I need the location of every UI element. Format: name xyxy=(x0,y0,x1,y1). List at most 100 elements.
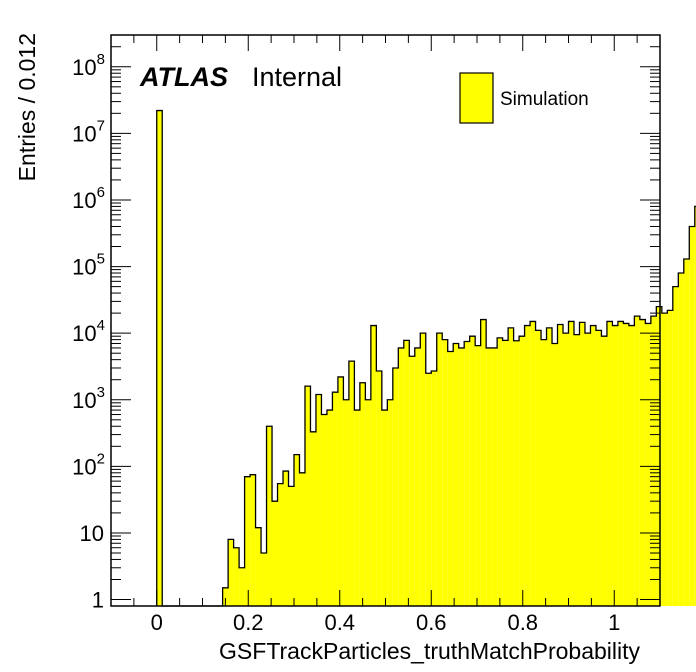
histogram-bin xyxy=(524,325,531,606)
histogram-bin xyxy=(535,330,542,606)
histogram-bin xyxy=(398,347,404,606)
histogram-bin xyxy=(315,394,322,606)
x-tick-label: 0.8 xyxy=(507,610,538,635)
histogram-bin xyxy=(672,286,679,606)
histogram-bin xyxy=(683,258,690,606)
histogram-bin xyxy=(354,410,360,606)
histogram-bin xyxy=(228,539,234,606)
atlas-label: ATLAS xyxy=(139,62,228,92)
histogram-bin xyxy=(486,347,492,606)
histogram-bin xyxy=(447,351,454,606)
histogram-bin xyxy=(584,333,591,606)
histogram-outline xyxy=(156,109,696,607)
histogram-bars xyxy=(156,109,696,607)
y-axis-ticks xyxy=(111,34,660,601)
legend-swatch xyxy=(459,72,494,124)
histogram-bin xyxy=(678,273,684,606)
histogram-bin xyxy=(376,371,382,606)
histogram-bin xyxy=(436,333,443,606)
status-label: Internal xyxy=(252,62,342,92)
histogram-bin xyxy=(244,476,251,606)
x-tick-label: 0.6 xyxy=(416,610,447,635)
histogram-bin xyxy=(595,330,602,606)
histogram-bin xyxy=(239,567,245,606)
histogram-bin xyxy=(365,399,371,606)
x-tick-label: 0.4 xyxy=(324,610,355,635)
histogram-bin xyxy=(442,339,448,606)
histogram-bin xyxy=(513,340,520,606)
histogram-bin xyxy=(656,306,662,606)
y-tick-label: 107 xyxy=(72,117,105,146)
histogram-bin xyxy=(617,321,624,606)
histogram-bin xyxy=(480,319,487,606)
histogram-bin xyxy=(458,347,465,606)
histogram-bin xyxy=(469,336,476,606)
histogram-bin xyxy=(343,399,349,606)
histogram-bin xyxy=(667,310,673,606)
histogram-bin xyxy=(403,340,410,606)
histogram-bin xyxy=(557,324,564,606)
histogram-bin xyxy=(689,226,695,606)
histogram-bin xyxy=(568,321,574,606)
histogram-bin xyxy=(552,343,558,606)
histogram-bin xyxy=(519,336,525,606)
histogram-bin xyxy=(392,367,399,606)
histogram-bin xyxy=(299,472,305,606)
histogram-bin xyxy=(491,347,498,606)
histogram-bin xyxy=(453,343,459,606)
histogram-bin xyxy=(359,382,366,606)
x-axis-title: GSFTrackParticles_truthMatchProbability xyxy=(219,638,640,664)
histogram-bin xyxy=(612,325,618,606)
histogram-bin xyxy=(530,321,536,606)
x-tick-label: 0.2 xyxy=(233,610,264,635)
histogram-bin xyxy=(694,206,696,606)
histogram-bin xyxy=(294,454,300,606)
histogram-bin xyxy=(288,486,294,606)
histogram-bin xyxy=(222,587,229,606)
histogram-bin xyxy=(623,323,629,606)
histogram-bin xyxy=(546,327,553,606)
y-tick-label: 10 xyxy=(80,521,104,546)
histogram-bin xyxy=(464,341,470,606)
histogram-bin xyxy=(475,345,481,606)
histogram-bin xyxy=(634,316,640,606)
y-axis-title: Entries / 0.012 xyxy=(14,33,40,181)
y-tick-label: 103 xyxy=(72,384,105,413)
y-tick-label: 108 xyxy=(72,51,105,80)
x-tick-label: 0 xyxy=(151,610,163,635)
histogram-bin xyxy=(277,483,284,606)
histogram-bin xyxy=(310,431,316,606)
x-tick-label: 1 xyxy=(608,610,620,635)
histogram-bin xyxy=(266,426,273,606)
histogram-bin xyxy=(645,323,651,606)
histogram-bin xyxy=(628,325,635,606)
histogram-bin xyxy=(414,347,421,606)
histogram-bin xyxy=(601,336,607,606)
histogram-bin xyxy=(304,386,311,606)
y-tick-label: 102 xyxy=(72,450,105,479)
y-tick-label: 105 xyxy=(72,251,105,280)
histogram-bin xyxy=(332,392,338,606)
histogram-bin xyxy=(639,319,646,606)
y-tick-label: 1 xyxy=(92,588,104,613)
histogram-bin xyxy=(348,361,355,606)
histogram-bin xyxy=(233,547,240,606)
x-axis-tick-labels: 0 0.2 0.4 0.6 0.8 1 xyxy=(151,610,621,635)
histogram-bin xyxy=(381,410,388,606)
histogram-bin xyxy=(497,337,503,606)
histogram-bin xyxy=(606,321,613,606)
histogram-bin xyxy=(541,339,547,606)
histogram-bin xyxy=(272,501,278,606)
histogram-bin xyxy=(508,327,514,606)
histogram-bin xyxy=(337,376,344,606)
histogram-bin xyxy=(261,552,267,606)
histogram-bin xyxy=(156,110,163,606)
legend-entry-label: Simulation xyxy=(500,89,589,110)
histogram-bin xyxy=(590,325,596,606)
histogram-bin xyxy=(431,371,437,606)
histogram-bin xyxy=(387,399,393,606)
histogram-bin xyxy=(326,410,333,606)
y-tick-label: 104 xyxy=(72,317,105,346)
histogram-bin xyxy=(661,313,668,606)
